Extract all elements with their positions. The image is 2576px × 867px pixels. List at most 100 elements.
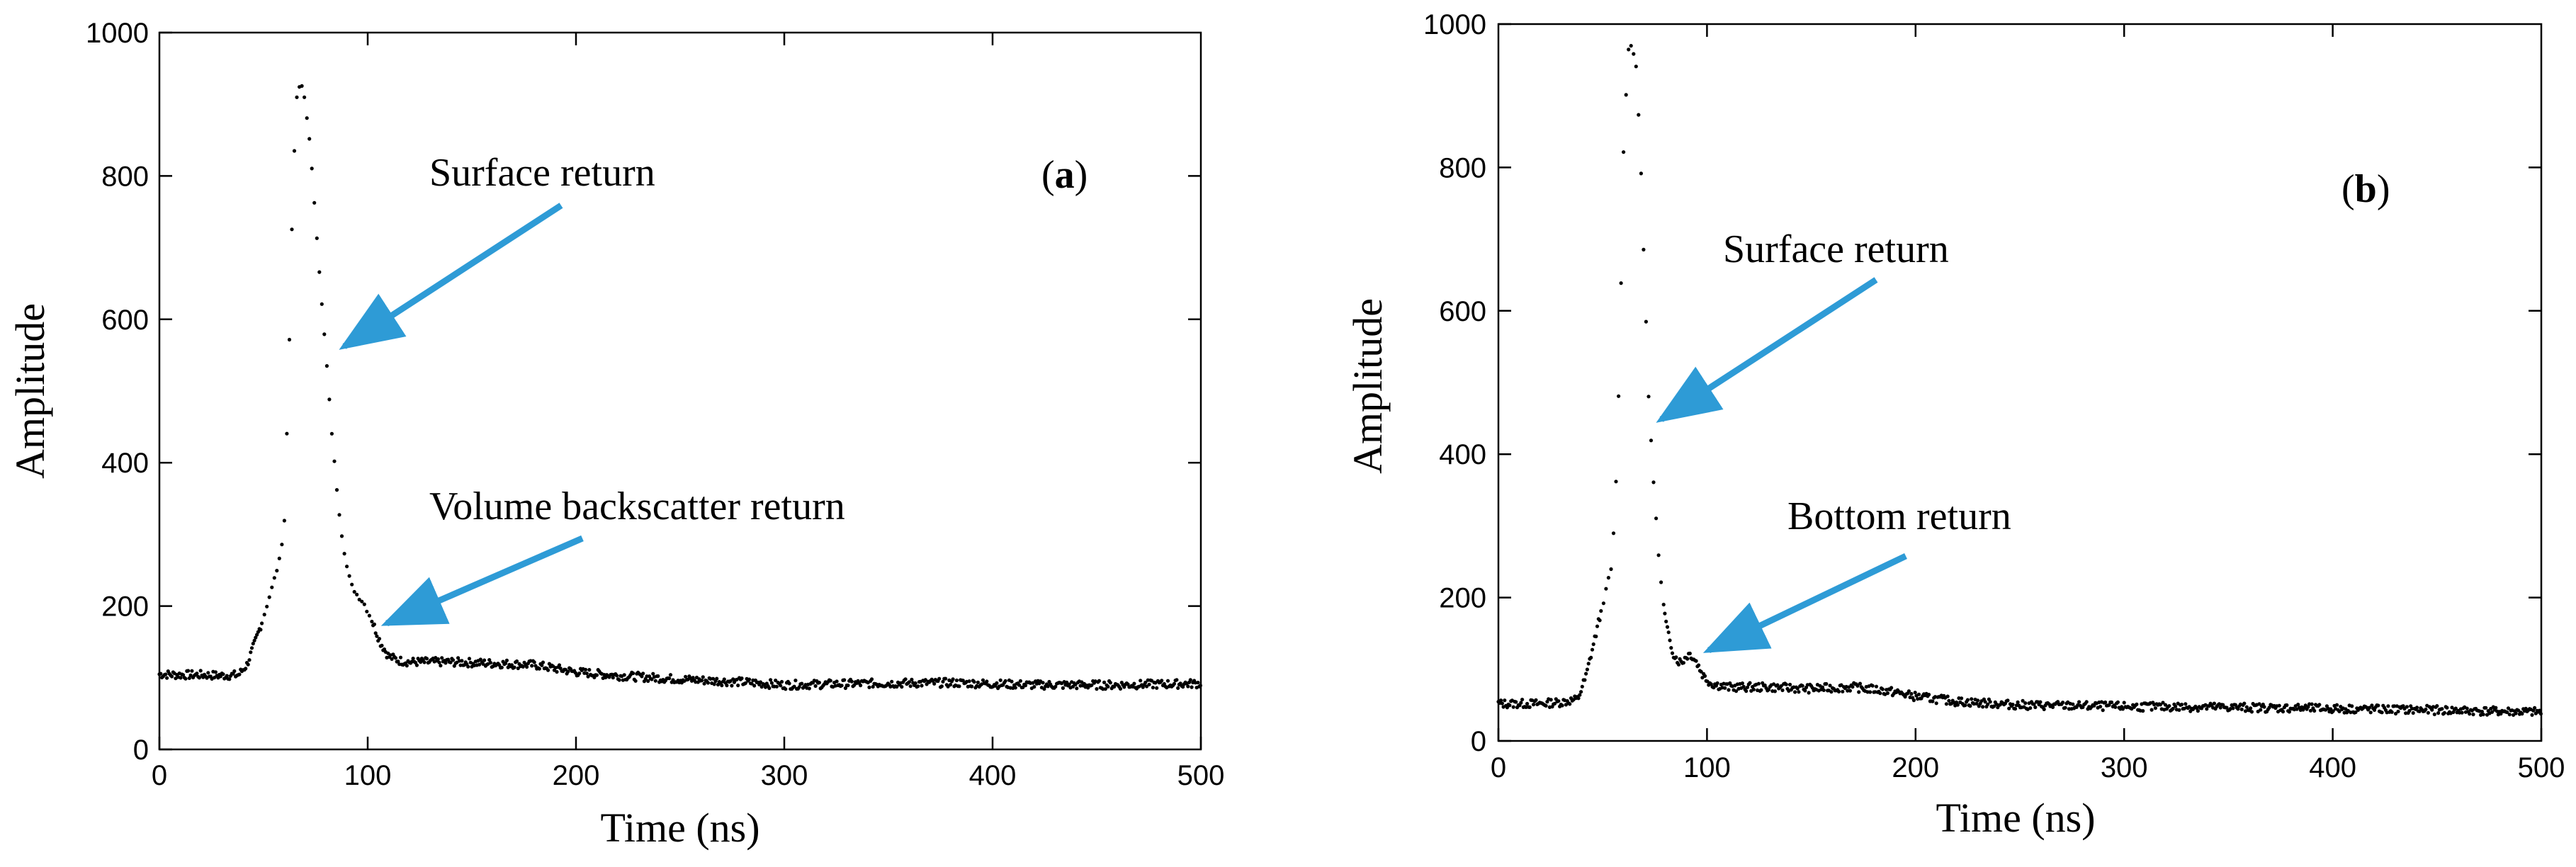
panel-label-a-open: ( [1041, 153, 1055, 197]
data-point [846, 684, 850, 688]
data-point [1176, 686, 1180, 691]
annotation-arrow-b-bottom [1702, 552, 1907, 654]
data-point [1112, 684, 1117, 689]
data-point [972, 680, 976, 684]
y-ticks-b [1498, 23, 2541, 742]
data-point [488, 661, 493, 665]
data-point [2267, 706, 2271, 710]
data-point [1188, 678, 1192, 682]
data-point [1800, 684, 1804, 688]
data-point [504, 658, 509, 663]
x-tick-label-a-3: 300 [761, 760, 808, 791]
data-point [2196, 709, 2200, 713]
y-tick-label-b-0: 0 [1471, 726, 1486, 757]
data-point [2016, 700, 2020, 704]
data-point [2531, 708, 2536, 713]
data-point [265, 604, 269, 608]
data-point [937, 676, 942, 681]
data-point [1552, 701, 1557, 706]
data-point [1661, 602, 1666, 607]
data-point [1740, 681, 1744, 686]
data-point [2259, 708, 2263, 712]
data-point [398, 655, 403, 659]
data-point [285, 431, 289, 436]
data-point [2432, 712, 2436, 717]
data-point [995, 681, 999, 686]
data-point [769, 678, 773, 682]
data-point [2484, 706, 2488, 710]
data-point [2113, 705, 2118, 709]
data-point [2435, 704, 2439, 708]
chart-panel-b: 0 100 200 300 400 500 0 200 400 600 800 … [1345, 9, 2565, 841]
data-point [2465, 706, 2469, 710]
data-point [327, 397, 332, 402]
data-point [2331, 709, 2335, 713]
data-point [232, 669, 237, 674]
data-point [1151, 686, 1155, 690]
data-point [1585, 667, 1589, 672]
data-point [370, 619, 374, 624]
data-point [797, 685, 801, 689]
data-point [1803, 688, 1807, 693]
data-point [1983, 700, 1987, 704]
x-tick-label-b-1: 100 [1683, 752, 1731, 783]
data-point [2308, 708, 2312, 713]
data-point [1186, 684, 1190, 688]
data-point [907, 680, 911, 684]
data-point [2367, 706, 2371, 710]
data-point [1793, 690, 1797, 694]
data-point [1970, 697, 1974, 701]
data-point [1880, 687, 1885, 691]
data-point [1132, 681, 1136, 686]
data-point [701, 675, 705, 679]
data-point [769, 681, 774, 685]
data-point [352, 589, 356, 594]
data-point [2006, 698, 2010, 703]
data-point [2442, 710, 2446, 715]
data-point [1676, 662, 1680, 667]
data-point [722, 677, 726, 681]
data-point [1010, 679, 1014, 684]
data-point [2407, 708, 2412, 713]
data-point [1018, 679, 1022, 683]
data-point [557, 663, 562, 667]
data-point [2277, 703, 2281, 708]
x-axis-title-a: Time (ns) [600, 805, 759, 851]
data-point [1874, 684, 1879, 688]
data-point [869, 677, 874, 681]
data-point [1654, 516, 1659, 521]
data-point [2033, 705, 2038, 710]
data-point [1668, 638, 1672, 642]
data-point [555, 669, 559, 674]
y-tick-label-b-1: 200 [1439, 583, 1486, 614]
data-point [1599, 608, 1603, 613]
data-point [2334, 703, 2339, 707]
data-point [1916, 692, 1921, 696]
data-point [2506, 706, 2511, 710]
x-tick-label-a-1: 100 [344, 760, 392, 791]
data-points-a [157, 84, 1202, 691]
data-point [720, 684, 724, 688]
data-point [1021, 685, 1025, 689]
data-point [190, 669, 194, 673]
data-point [1763, 683, 1767, 688]
data-point [2038, 700, 2043, 704]
annotation-arrow-b-surface [1656, 277, 1878, 423]
x-ticks-a [158, 33, 1202, 749]
data-point [2538, 708, 2542, 713]
data-point [2393, 711, 2398, 716]
data-point [1931, 699, 1935, 703]
data-point [1103, 687, 1107, 691]
data-point [1944, 702, 1948, 706]
data-point [1836, 689, 1841, 694]
data-point [1889, 686, 1894, 690]
data-point [859, 684, 863, 688]
data-point [895, 684, 899, 689]
data-point [375, 634, 379, 638]
data-point [339, 534, 344, 538]
x-tick-labels-b: 0 100 200 300 400 500 [1491, 752, 2565, 783]
data-point [372, 622, 377, 627]
data-point [1527, 705, 1532, 710]
data-point [1503, 698, 1507, 703]
